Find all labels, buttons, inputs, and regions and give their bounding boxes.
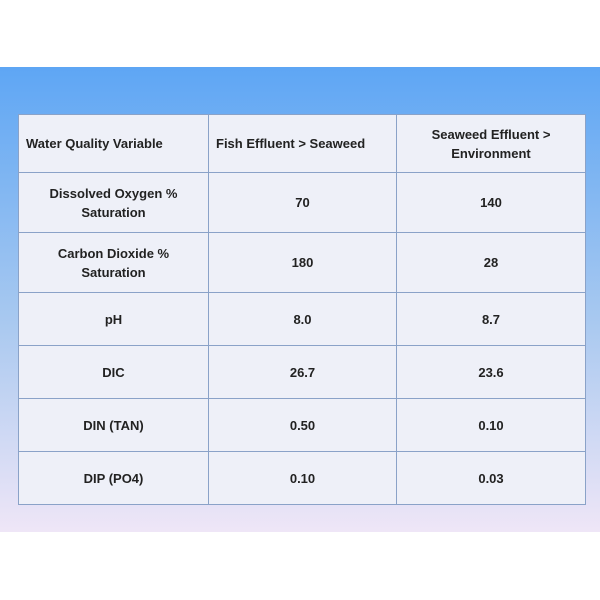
row-seaweed-to-environment-cell: 23.6 bbox=[396, 345, 586, 399]
row-seaweed-to-environment-cell: 8.7 bbox=[396, 292, 586, 346]
table-row: Dissolved Oxygen % Saturation 70 140 bbox=[18, 172, 586, 233]
table-row: DIP (PO4) 0.10 0.03 bbox=[18, 451, 586, 505]
row-variable-cell: DIP (PO4) bbox=[18, 451, 209, 505]
row-fish-to-seaweed-cell: 8.0 bbox=[208, 292, 397, 346]
row-fish-to-seaweed-cell: 180 bbox=[208, 232, 397, 293]
table-row: DIC 26.7 23.6 bbox=[18, 345, 586, 399]
table-header-row: Water Quality Variable Fish Effluent > S… bbox=[18, 114, 586, 173]
row-variable-cell: DIN (TAN) bbox=[18, 398, 209, 452]
row-variable-cell: pH bbox=[18, 292, 209, 346]
row-variable-cell: DIC bbox=[18, 345, 209, 399]
row-seaweed-to-environment-cell: 140 bbox=[396, 172, 586, 233]
row-fish-to-seaweed-cell: 0.10 bbox=[208, 451, 397, 505]
header-fish-effluent-to-seaweed: Fish Effluent > Seaweed bbox=[208, 114, 397, 173]
header-seaweed-effluent-to-environment: Seaweed Effluent > Environment bbox=[396, 114, 586, 173]
row-seaweed-to-environment-cell: 0.10 bbox=[396, 398, 586, 452]
row-seaweed-to-environment-cell: 28 bbox=[396, 232, 586, 293]
table-row: pH 8.0 8.7 bbox=[18, 292, 586, 346]
row-variable-cell: Dissolved Oxygen % Saturation bbox=[18, 172, 209, 233]
row-fish-to-seaweed-cell: 26.7 bbox=[208, 345, 397, 399]
water-quality-table: Water Quality Variable Fish Effluent > S… bbox=[18, 114, 586, 505]
row-seaweed-to-environment-cell: 0.03 bbox=[396, 451, 586, 505]
table-row: Carbon Dioxide % Saturation 180 28 bbox=[18, 232, 586, 293]
row-variable-cell: Carbon Dioxide % Saturation bbox=[18, 232, 209, 293]
table-row: DIN (TAN) 0.50 0.10 bbox=[18, 398, 586, 452]
slide-background: Water Quality Variable Fish Effluent > S… bbox=[0, 67, 600, 532]
row-fish-to-seaweed-cell: 0.50 bbox=[208, 398, 397, 452]
row-fish-to-seaweed-cell: 70 bbox=[208, 172, 397, 233]
header-water-quality-variable: Water Quality Variable bbox=[18, 114, 209, 173]
